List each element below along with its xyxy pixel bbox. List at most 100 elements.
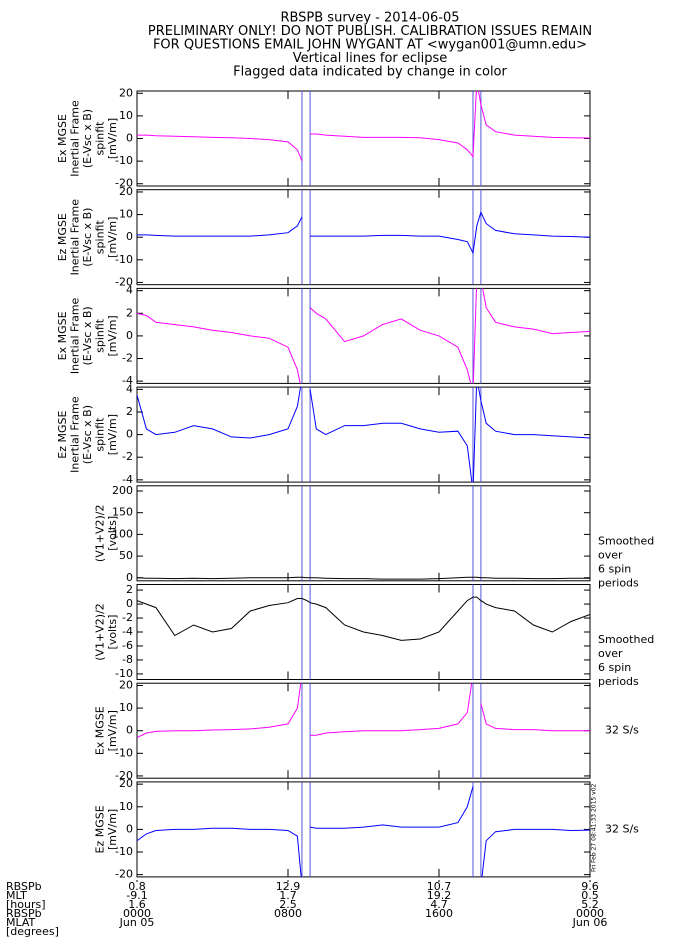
x-axis-value: 19.2 <box>427 889 452 902</box>
y-tick-label: -20 <box>115 868 133 881</box>
y-tick-label: -20 <box>115 177 133 190</box>
y-axis-label: Ez MGSE <box>56 213 69 261</box>
annotation: 6 spin <box>598 661 631 674</box>
data-line <box>137 288 590 384</box>
y-tick-label: 4 <box>126 284 133 297</box>
timestamp: Fri Feb 27 08:41:33 2015 v02 <box>591 783 598 872</box>
y-axis-label: [mV/m] <box>106 217 119 258</box>
y-tick-label: 2 <box>126 405 133 418</box>
x-axis-row-label: [degrees] <box>6 925 59 938</box>
annotation: periods <box>598 675 639 688</box>
panel-frame <box>136 189 591 286</box>
y-tick-label: -2 <box>122 450 133 463</box>
annotation: 6 spin <box>598 562 631 575</box>
y-tick-label: -20 <box>115 275 133 288</box>
y-tick-label: 2 <box>126 306 133 319</box>
x-axis-value: -9.1 <box>126 889 147 902</box>
y-axis-label: spinfit <box>94 121 107 156</box>
x-axis-value: 5.2 <box>581 898 599 911</box>
x-axis-row-label: MLAT <box>6 916 36 929</box>
y-tick-label: 10 <box>119 800 133 813</box>
data-line <box>137 786 590 877</box>
y-axis-label: Inertial Frame <box>69 297 82 374</box>
y-axis-label: spinfit <box>94 220 107 255</box>
y-tick-label: -10 <box>115 845 133 858</box>
y-axis-label: [mV/m] <box>106 118 119 159</box>
y-tick-label: -10 <box>115 667 133 680</box>
y-axis-label: (E-Vsc x B) <box>81 109 94 168</box>
x-axis-value: 1.7 <box>279 889 297 902</box>
x-axis-value: Jun 05 <box>119 916 155 929</box>
y-tick-label: 0 <box>126 571 133 584</box>
y-tick-label: 10 <box>119 701 133 714</box>
y-axis-label: [volts] <box>106 615 119 650</box>
x-axis-value: 1.6 <box>128 898 146 911</box>
y-tick-label: 20 <box>119 185 133 198</box>
y-tick-label: 0 <box>126 597 133 610</box>
data-line <box>137 210 590 255</box>
y-axis-label: Inertial Frame <box>69 396 82 473</box>
y-tick-label: 0 <box>126 230 133 243</box>
y-tick-label: -6 <box>122 639 133 652</box>
data-line <box>137 596 590 641</box>
y-axis-label: [mV/m] <box>106 315 119 356</box>
y-tick-label: 4 <box>126 382 133 395</box>
y-tick-label: 20 <box>119 86 133 99</box>
y-tick-label: -10 <box>115 746 133 759</box>
y-tick-label: 0 <box>126 132 133 145</box>
y-tick-label: -2 <box>122 611 133 624</box>
y-axis-label: [mV/m] <box>106 710 119 751</box>
panel-frame <box>136 485 591 582</box>
y-axis-label: (E-Vsc x B) <box>81 208 94 267</box>
title-line: Vertical lines for eclipse <box>293 51 448 66</box>
y-axis-label: [mV/m] <box>106 809 119 850</box>
y-tick-label: 200 <box>112 484 133 497</box>
y-tick-label: -4 <box>122 374 133 387</box>
x-axis-row-label: [hours] <box>6 898 46 911</box>
y-axis-label: Ex MGSE <box>94 706 107 755</box>
x-axis-value: 0000 <box>576 907 604 920</box>
y-tick-label: -4 <box>122 625 133 638</box>
y-tick-label: 150 <box>112 506 133 519</box>
annotation: over <box>598 647 623 660</box>
x-axis-value: Jun 06 <box>572 916 608 929</box>
x-axis-value: 1600 <box>425 907 453 920</box>
y-axis-label: spinfit <box>94 318 107 353</box>
y-tick-label: 20 <box>119 777 133 790</box>
x-axis-value: 0800 <box>274 907 302 920</box>
y-tick-label: 20 <box>119 678 133 691</box>
data-line <box>137 683 590 738</box>
y-tick-label: 10 <box>119 208 133 221</box>
data-line <box>137 91 590 162</box>
x-axis-value: 0000 <box>123 907 151 920</box>
y-tick-label: 50 <box>119 549 133 562</box>
x-axis-row-label: RBSPb <box>6 880 42 893</box>
panel-frame <box>136 90 591 187</box>
title-line: PRELIMINARY ONLY! DO NOT PUBLISH. CALIBR… <box>148 24 592 39</box>
y-tick-label: -20 <box>115 769 133 782</box>
y-axis-label: (E-Vsc x B) <box>81 405 94 464</box>
x-axis-row-label: MLT <box>6 889 27 902</box>
y-tick-label: 0 <box>126 329 133 342</box>
y-axis-label: Inertial Frame <box>69 100 82 177</box>
title-line: Flagged data indicated by change in colo… <box>233 65 507 80</box>
annotation: over <box>598 548 623 561</box>
y-axis-label: [volts] <box>106 516 119 551</box>
y-axis-label: Ex MGSE <box>56 311 69 360</box>
y-axis-label: (E-Vsc x B) <box>81 306 94 365</box>
y-axis-label: Ez MGSE <box>94 805 107 853</box>
title-line: FOR QUESTIONS EMAIL JOHN WYGANT AT <wyga… <box>153 38 587 53</box>
x-axis-value: 2.5 <box>279 898 297 911</box>
x-axis-value: 9.6 <box>581 880 599 893</box>
y-tick-label: 0 <box>126 428 133 441</box>
annotation: 32 S/s <box>605 724 639 737</box>
y-tick-label: 0 <box>126 724 133 737</box>
data-line <box>137 576 590 580</box>
y-axis-label: (V1+V2)/2 <box>94 603 107 661</box>
data-line <box>137 387 590 483</box>
x-axis-value: 12.9 <box>276 880 301 893</box>
x-axis-value: 0.8 <box>128 880 146 893</box>
y-axis-label: Ez MGSE <box>56 410 69 458</box>
y-tick-label: -10 <box>115 154 133 167</box>
